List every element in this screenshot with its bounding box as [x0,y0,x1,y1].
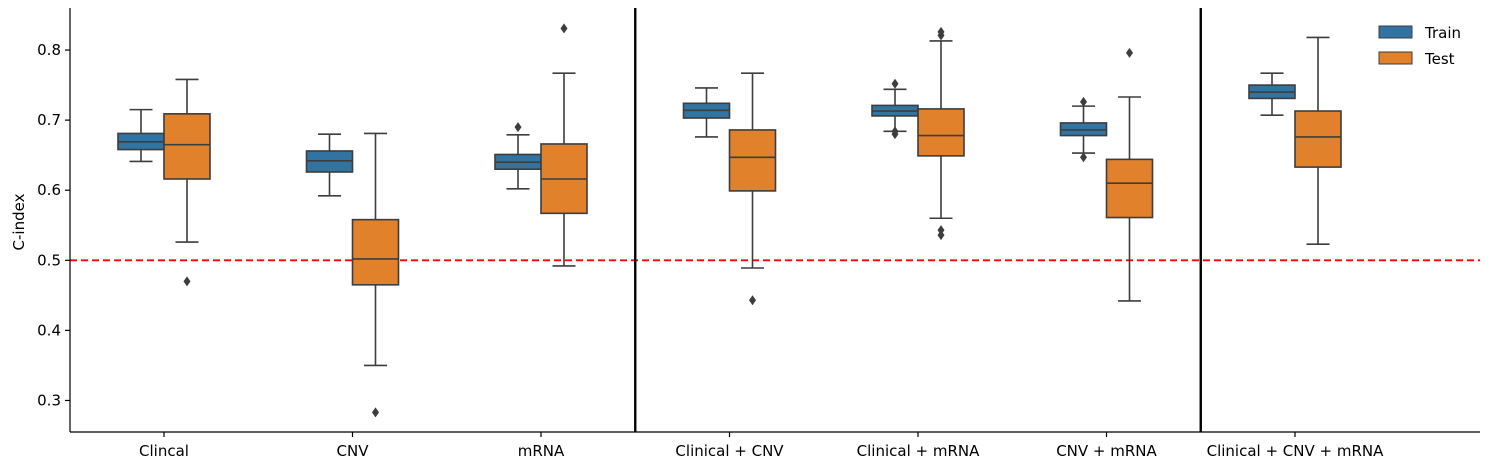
box-train-6 [1248,72,1296,117]
box-iqr [1105,158,1154,219]
box-test-3 [728,72,777,306]
outlier-point [372,407,379,418]
legend-label-test: Test [1424,50,1455,68]
box-train-5 [1059,96,1108,163]
box-train-3 [682,87,731,138]
outlier-point [1126,47,1133,58]
box-test-1 [351,132,400,418]
outlier-point [514,122,522,133]
y-tick-label: 0.4 [37,321,61,339]
legend: Train Test [1378,24,1461,68]
x-tick-label: Clinical + CNV [675,442,784,460]
y-tick-label: 0.3 [37,391,61,409]
x-tick-label: mRNA [518,442,565,460]
y-tick-label: 0.8 [37,41,61,59]
y-tick-label: 0.5 [37,251,61,269]
plot-area [70,8,1480,432]
outlier-point [937,225,945,236]
outlier-point [183,276,191,287]
y-tick-label: 0.6 [37,181,61,199]
x-tick-label: Clinical + mRNA [857,442,980,460]
box-train-4 [871,78,919,140]
box-iqr [917,108,965,157]
outlier-point [749,295,756,306]
outlier-point [891,126,899,137]
box-test-0 [163,78,211,287]
box-iqr [1294,110,1342,168]
box-test-4 [917,26,965,241]
outlier-point [891,78,899,89]
legend-swatch-test [1378,51,1413,65]
box-train-2 [494,122,542,190]
box-iqr [351,218,400,286]
y-axis-label: C-index [10,193,28,250]
legend-label-train: Train [1424,24,1461,42]
y-tick-label: 0.7 [37,111,61,129]
x-tick-label: Clincal [139,442,189,460]
box-iqr [728,129,777,192]
outlier-point [1080,152,1087,163]
box-train-0 [117,108,165,163]
x-tick-label: CNV + mRNA [1056,442,1157,460]
box-test-2 [540,23,588,267]
axes: 0.3 0.4 0.5 0.6 0.7 0.8 Clincal CNV mRNA Clinical… [37,8,1480,460]
outlier-point [560,23,568,34]
box-iqr [163,113,211,180]
x-tick-label: CNV [337,442,370,460]
box-test-5 [1105,47,1154,302]
outlier-point [937,26,945,37]
box-test-6 [1294,36,1342,245]
outlier-point [1080,96,1087,107]
box-train-1 [305,133,354,197]
x-tick-label: Clinical + CNV + mRNA [1207,442,1385,460]
box-marks [117,23,1342,418]
legend-swatch-train [1378,25,1413,39]
